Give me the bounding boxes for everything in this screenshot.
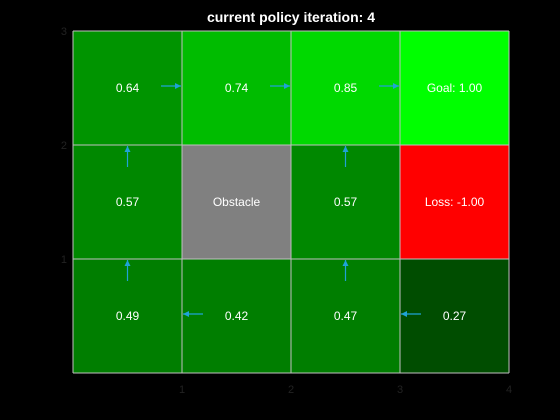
cell-background: [73, 31, 182, 145]
x-tick-label: 4: [506, 384, 512, 396]
cell-value: 0.85: [334, 81, 358, 95]
cell-value: 0.47: [334, 309, 358, 323]
grid-cell: Loss: -1.00: [400, 145, 509, 259]
policy-arrow-right-icon: [270, 83, 290, 89]
grid-cell: 0.47: [291, 259, 400, 373]
chart-title: current policy iteration: 4: [206, 9, 376, 25]
cell-value: 0.64: [116, 81, 140, 95]
grid-cell: Goal: 1.00: [400, 31, 509, 145]
x-tick-label: 3: [397, 384, 403, 396]
y-tick-label: 3: [61, 26, 67, 38]
cell-value: Obstacle: [213, 195, 261, 209]
y-tick-label: 2: [61, 140, 67, 152]
cell-background: [182, 31, 291, 145]
policy-arrow-up-icon: [124, 146, 131, 167]
policy-arrow-up-icon: [342, 260, 349, 281]
x-tick-label: 2: [288, 384, 294, 396]
grid-cell: 0.49: [73, 259, 182, 373]
grid-cell: 0.27: [400, 259, 509, 373]
policy-arrow-up-icon: [124, 260, 131, 281]
grid-cell: 0.57: [291, 145, 400, 259]
cell-value: Goal: 1.00: [427, 81, 483, 95]
grid-cell: 0.85: [291, 31, 400, 145]
cell-background: [400, 31, 509, 145]
policy-arrow-left-icon: [401, 311, 421, 317]
cell-value: 0.57: [334, 195, 358, 209]
cell-background: [182, 145, 291, 259]
grid-cell: 0.42: [182, 259, 291, 373]
grid-cell: 0.57: [73, 145, 182, 259]
cell-value: 0.57: [116, 195, 140, 209]
cell-background: [400, 259, 509, 373]
grid-cell: 0.74: [182, 31, 291, 145]
grid-cell: 0.64: [73, 31, 182, 145]
policy-arrow-right-icon: [161, 83, 181, 89]
policy-arrow-right-icon: [379, 83, 399, 89]
cell-value: 0.27: [443, 309, 467, 323]
x-tick-label: 1: [179, 384, 185, 396]
policy-arrow-up-icon: [342, 146, 349, 167]
policy-arrow-left-icon: [183, 311, 203, 317]
cell-value: 0.74: [225, 81, 249, 95]
cell-background: [182, 259, 291, 373]
cell-background: [400, 145, 509, 259]
y-tick-label: 1: [61, 254, 67, 266]
grid-cell: Obstacle: [182, 145, 291, 259]
cell-background: [291, 31, 400, 145]
cell-value: Loss: -1.00: [425, 195, 485, 209]
cell-value: 0.42: [225, 309, 249, 323]
cell-value: 0.49: [116, 309, 140, 323]
